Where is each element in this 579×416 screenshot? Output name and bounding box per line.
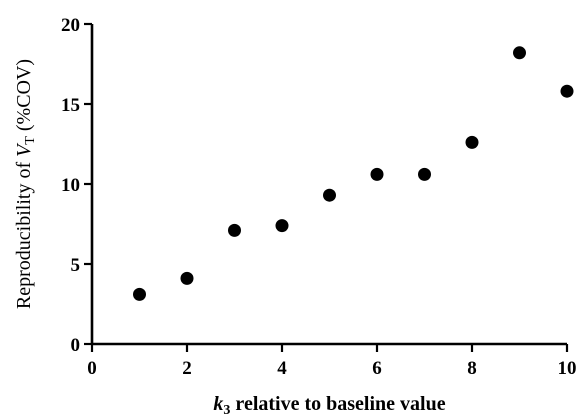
y-axis-title-prefix: Reproducibility of: [13, 157, 35, 309]
data-point: [180, 271, 194, 285]
x-tick-label: 10: [558, 358, 577, 379]
data-point: [133, 287, 146, 301]
x-tick-label: 8: [467, 358, 477, 379]
y-tick-label: 15: [61, 95, 80, 116]
data-points: [133, 46, 574, 301]
data-point: [513, 46, 526, 60]
plot-area: 0 5 10 15 20 0 2 4 6 8 10: [61, 15, 577, 379]
x-axis-title-subscript: 3: [223, 403, 230, 416]
data-point: [418, 167, 431, 181]
data-point: [228, 223, 241, 237]
y-axis-ticks: 0 5 10 15 20: [61, 15, 92, 356]
data-point: [465, 135, 479, 149]
x-axis-title: k3 relative to baseline value: [213, 393, 445, 416]
data-point: [323, 188, 336, 202]
x-tick-label: 4: [277, 358, 287, 379]
y-axis-title-suffix: (%COV): [13, 59, 35, 136]
y-axis-title-variable: V: [13, 142, 35, 157]
x-tick-label: 6: [372, 358, 382, 379]
y-tick-label: 10: [61, 175, 80, 196]
data-point: [560, 84, 574, 98]
y-tick-label: 0: [71, 335, 81, 356]
data-point: [370, 167, 384, 181]
y-tick-label: 5: [71, 255, 81, 276]
x-tick-label: 0: [87, 358, 97, 379]
x-axis-ticks: 0 2 4 6 8 10: [87, 344, 577, 379]
x-tick-label: 2: [182, 358, 192, 379]
y-axis-title-subscript: T: [23, 136, 38, 145]
data-point: [275, 219, 289, 233]
x-axis-title-text: relative to baseline value: [230, 393, 445, 415]
x-axis-title-variable: k: [213, 393, 223, 415]
y-axis-title: Reproducibility of VT (%COV): [13, 59, 38, 309]
y-tick-label: 20: [61, 15, 80, 36]
